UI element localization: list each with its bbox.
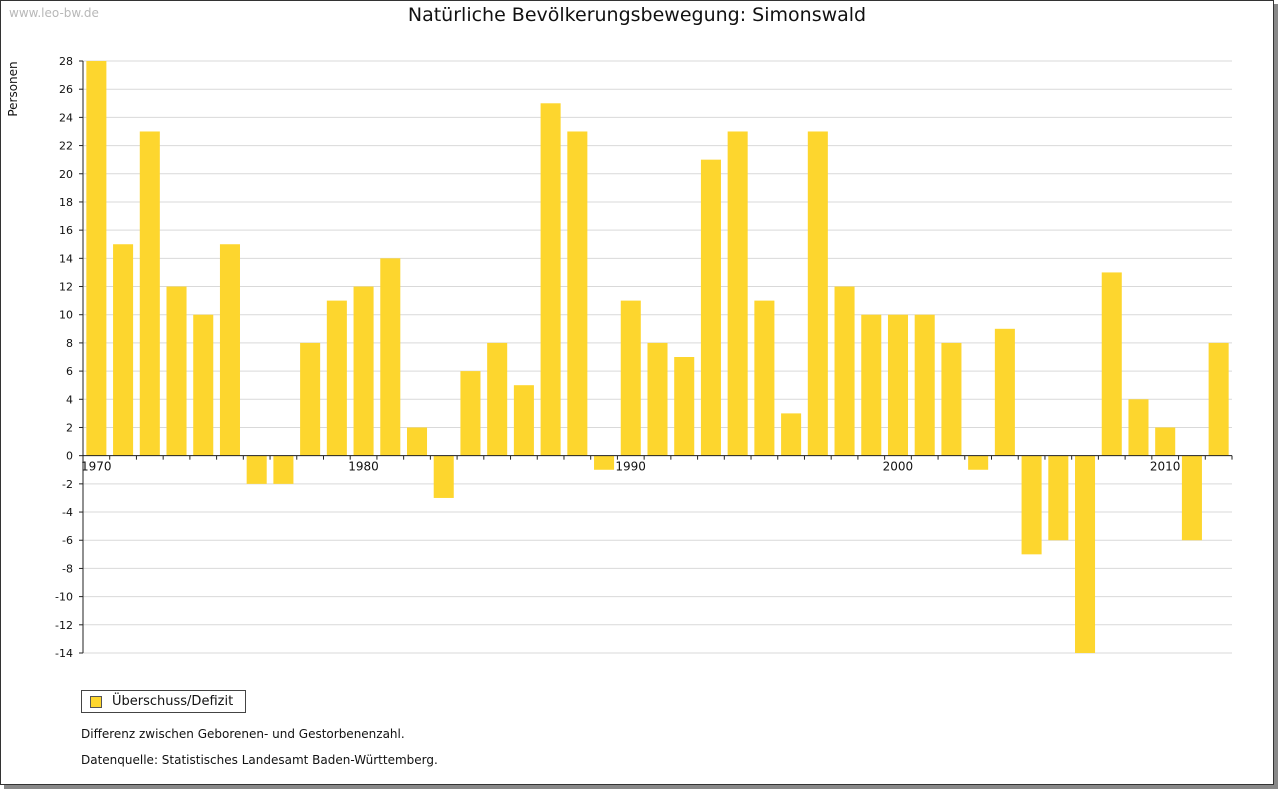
bar bbox=[246, 455, 267, 484]
y-tick-label: -2 bbox=[62, 478, 73, 491]
legend: Überschuss/Defizit bbox=[81, 690, 247, 713]
bar bbox=[380, 258, 401, 456]
y-tick-label: 4 bbox=[66, 393, 73, 406]
bar bbox=[941, 342, 962, 456]
bar bbox=[1181, 455, 1202, 541]
bar bbox=[754, 300, 775, 456]
x-tick-labels: 1970 1980 1990 2000 2010 bbox=[81, 460, 1180, 474]
bar bbox=[540, 103, 561, 456]
bar-chart: 2826242220181614121086420-2-4-6-8-10-12-… bbox=[55, 55, 1233, 660]
legend-swatch bbox=[90, 695, 102, 708]
y-tick-label: 14 bbox=[59, 252, 73, 265]
bar bbox=[86, 61, 107, 456]
bar bbox=[647, 342, 668, 456]
bar bbox=[326, 300, 347, 456]
y-tick-label: 10 bbox=[59, 309, 73, 322]
bar bbox=[700, 159, 721, 456]
bar bbox=[834, 286, 855, 456]
legend-label: Überschuss/Defizit bbox=[112, 694, 234, 709]
bar bbox=[1155, 427, 1176, 456]
bars bbox=[86, 61, 1229, 653]
bar bbox=[139, 131, 160, 456]
bar bbox=[1021, 455, 1042, 555]
y-tick-label: 20 bbox=[59, 168, 73, 181]
y-tick-label: 22 bbox=[59, 140, 73, 153]
bar bbox=[273, 455, 294, 484]
bar bbox=[300, 342, 321, 456]
bar bbox=[994, 328, 1015, 456]
source-note: Datenquelle: Statistisches Landesamt Bad… bbox=[81, 753, 438, 767]
bar bbox=[166, 286, 187, 456]
bar bbox=[620, 300, 641, 456]
bar bbox=[1048, 455, 1069, 541]
bar bbox=[807, 131, 828, 456]
watermark: www.leo-bw.de bbox=[9, 6, 99, 20]
bar bbox=[781, 413, 802, 456]
y-tick-label: 8 bbox=[66, 337, 73, 350]
y-tick-label: 6 bbox=[66, 365, 73, 378]
y-tick-label: -12 bbox=[55, 619, 73, 632]
description-note: Differenz zwischen Geborenen- und Gestor… bbox=[81, 727, 405, 741]
bar bbox=[353, 286, 374, 456]
bar bbox=[513, 385, 534, 456]
bar bbox=[1101, 272, 1122, 456]
y-tick-label: 18 bbox=[59, 196, 73, 209]
bar bbox=[113, 244, 134, 456]
x-tick-label: 1980 bbox=[348, 460, 379, 474]
y-tick-label: -14 bbox=[55, 647, 73, 660]
y-tick-label: 28 bbox=[59, 55, 73, 68]
x-tick-label: 2000 bbox=[883, 460, 914, 474]
bar bbox=[567, 131, 588, 456]
y-tick-label: 0 bbox=[66, 450, 73, 463]
bar bbox=[219, 244, 240, 456]
bar bbox=[406, 427, 428, 456]
bar bbox=[727, 131, 748, 456]
x-tick-label: 2010 bbox=[1150, 460, 1181, 474]
y-tick-label: 24 bbox=[59, 111, 73, 124]
bar bbox=[460, 371, 481, 456]
y-tick-label: -8 bbox=[62, 562, 73, 575]
bar bbox=[674, 357, 695, 456]
bar bbox=[887, 314, 909, 456]
bar bbox=[1075, 455, 1096, 653]
bar bbox=[1128, 399, 1149, 456]
bar bbox=[433, 455, 454, 498]
bar bbox=[487, 342, 508, 456]
x-tick-label: 1970 bbox=[81, 460, 112, 474]
bar bbox=[594, 455, 615, 470]
y-tick-labels: 2826242220181614121086420-2-4-6-8-10-12-… bbox=[55, 55, 73, 660]
bar bbox=[1208, 342, 1229, 456]
y-tick-label: -10 bbox=[55, 591, 73, 604]
y-tick-label: 26 bbox=[59, 83, 73, 96]
bar bbox=[193, 314, 214, 456]
bar bbox=[968, 455, 989, 470]
y-tick-label: 2 bbox=[66, 421, 73, 434]
y-tick-label: 12 bbox=[59, 281, 73, 294]
x-tick-label: 1990 bbox=[615, 460, 646, 474]
y-tick-label: -4 bbox=[62, 506, 73, 519]
bar bbox=[861, 314, 882, 456]
axes bbox=[79, 60, 1233, 654]
y-tick-label: -6 bbox=[62, 534, 73, 547]
chart-title: Natürliche Bevölkerungsbewegung: Simonsw… bbox=[407, 4, 867, 26]
y-tick-label: 16 bbox=[59, 224, 73, 237]
bar bbox=[914, 314, 935, 456]
